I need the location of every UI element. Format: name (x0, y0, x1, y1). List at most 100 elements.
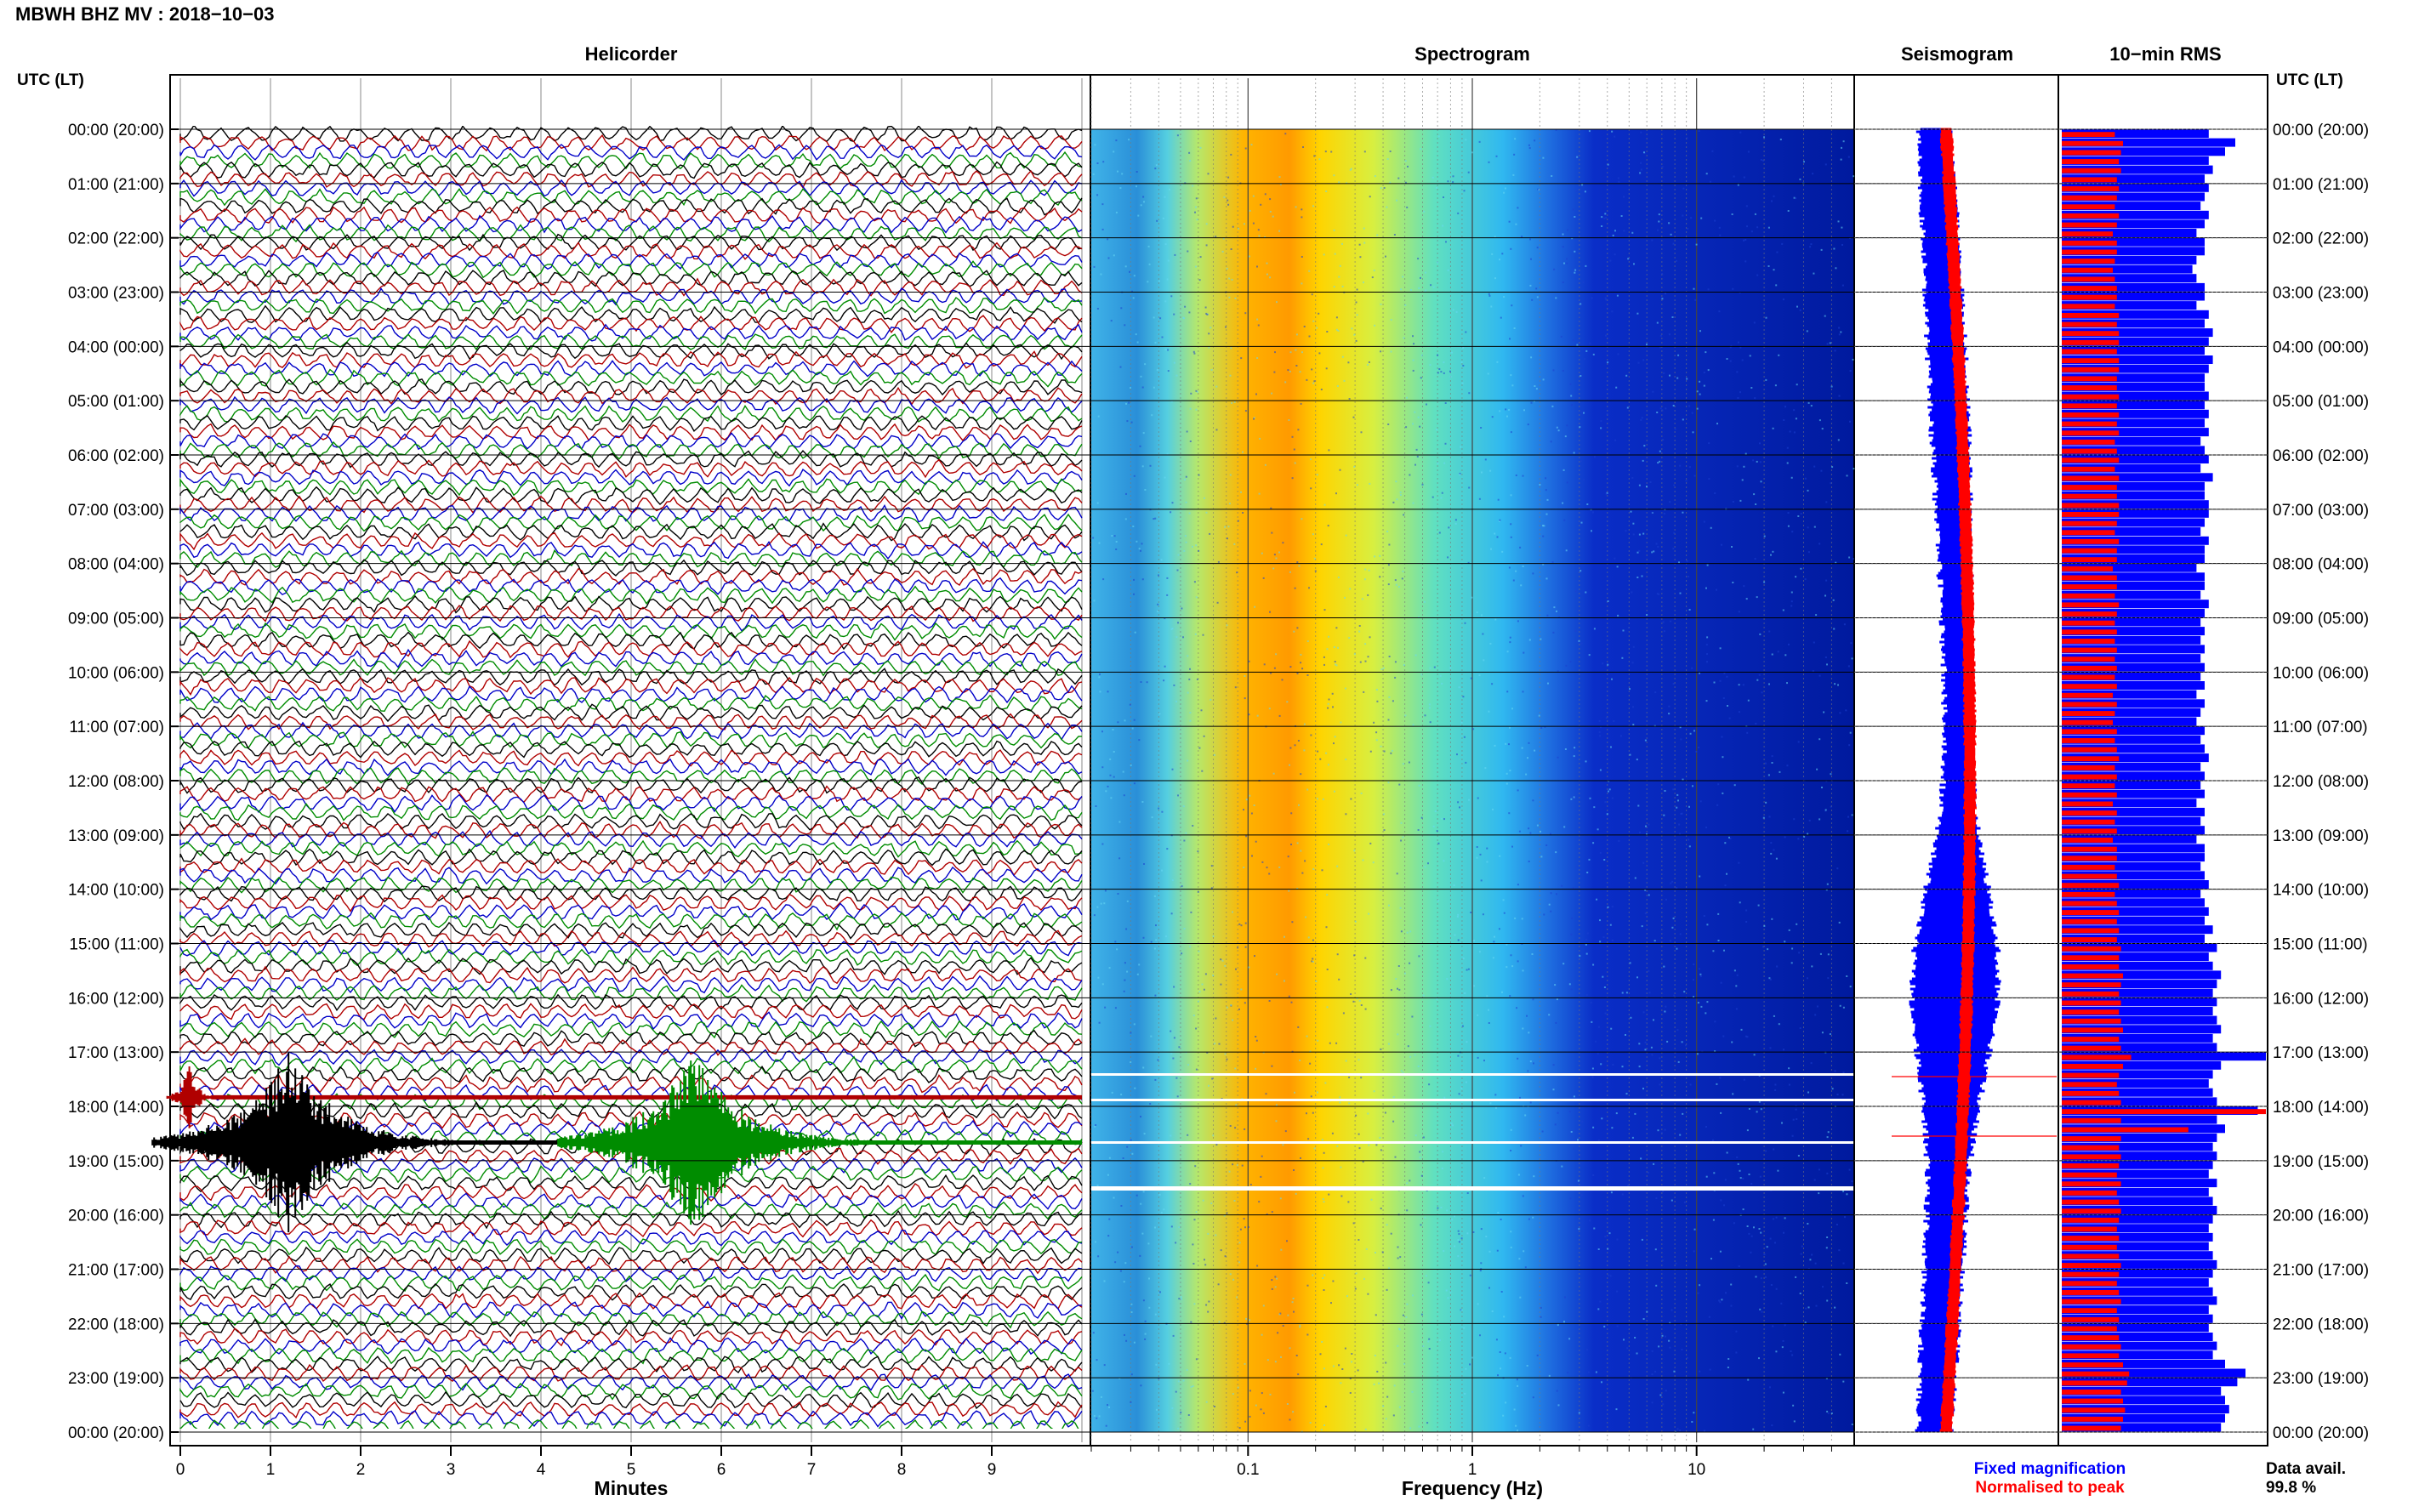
hour-label-left: 22:00 (18:00) (68, 1316, 164, 1333)
spectrogram-speckle (1130, 387, 1131, 389)
spectrogram-speckle (1768, 683, 1770, 685)
spectrogram-speckle (1578, 850, 1580, 852)
spectrogram-speckle (1496, 1249, 1499, 1252)
spectrogram-speckle (1204, 1259, 1205, 1261)
spectrogram-speckle (1494, 618, 1497, 621)
spectrogram-speckle (1637, 804, 1640, 807)
spectrogram-speckle (1338, 181, 1340, 184)
spectrogram-speckle (1726, 675, 1728, 678)
spectrogram-speckle (1733, 784, 1736, 787)
spectrogram-speckle (1465, 761, 1467, 764)
spectrogram-speckle (1683, 991, 1686, 993)
spectrogram-speckle (1229, 1125, 1232, 1127)
rms-bar-normalised (2062, 873, 2117, 879)
spectrogram-speckle (1821, 787, 1823, 788)
spectrogram-speckle (1775, 284, 1778, 287)
spectrogram-speckle (1280, 1356, 1282, 1358)
spectrogram-speckle (1178, 1046, 1181, 1049)
spectrogram-speckle (1373, 1090, 1375, 1093)
spectrogram-speckle (1406, 931, 1409, 934)
spectrogram-speckle (1347, 361, 1350, 364)
spectrogram-speckle (1205, 1304, 1208, 1306)
spectrogram-speckle (1842, 1380, 1845, 1383)
spectrogram-speckle (1806, 330, 1808, 333)
spectrogram-speckle (1506, 415, 1508, 418)
spectrogram-speckle (1819, 674, 1821, 677)
helicorder-trace (179, 1055, 1083, 1075)
spectrogram-speckle (1661, 1334, 1664, 1337)
spectrogram-speckle (1295, 333, 1298, 336)
spectrogram-speckle (1460, 1237, 1463, 1240)
spectrogram-speckle (1458, 1233, 1460, 1236)
spectrogram-speckle (1404, 714, 1407, 717)
spectrogram-speckle (1740, 1028, 1743, 1031)
spectrogram-speckle (1188, 512, 1191, 514)
spectrogram-speckle (1659, 460, 1661, 463)
rms-bar-normalised (2062, 349, 2117, 355)
spectrogram-speckle (1551, 561, 1554, 564)
spectrogram-speckle (1429, 364, 1431, 367)
spectrogram-speckle (1589, 1219, 1591, 1222)
spectrogram-speckle (1646, 344, 1648, 346)
spectrogram-speckle (1440, 497, 1443, 499)
helicorder-trace (179, 315, 1083, 334)
spectrogram-speckle (1380, 1048, 1382, 1050)
spectrogram-speckle (1843, 623, 1846, 626)
rms-bar-fixed (2062, 509, 2209, 518)
spectrogram-speckle (1511, 965, 1514, 968)
spectrogram-speckle (1440, 817, 1443, 820)
spectrogram-speckle (1692, 431, 1694, 434)
spectrogram-speckle (1607, 361, 1609, 364)
spectrogram-speckle (1680, 1323, 1682, 1326)
spectrogram-speckle (1829, 342, 1831, 344)
spectrogram-speckle (1380, 303, 1382, 305)
spectrogram-speckle (1499, 259, 1500, 261)
spectrogram-speckle (1508, 812, 1511, 815)
spectrogram-speckle (1107, 691, 1109, 693)
spectrogram-speckle (1274, 351, 1276, 354)
spectrogram-speckle (1506, 651, 1509, 653)
spectrogram-speckle (1183, 839, 1186, 842)
spectrogram-speckle (1388, 696, 1391, 698)
spectrogram-speckle (1402, 836, 1404, 838)
spectrogram-speckle (1218, 1321, 1221, 1323)
spectrogram-speckle (1249, 794, 1251, 797)
spectrogram-speckle (1350, 168, 1352, 170)
spectrogram-speckle (1337, 577, 1340, 578)
spectrogram-speckle (1357, 1059, 1360, 1061)
spectrogram-speckle (1394, 661, 1397, 663)
spectrogram-speckle (1177, 1380, 1180, 1383)
rms-bar-normalised (2062, 249, 2117, 255)
spectrogram-speckle (1783, 419, 1785, 421)
spectrogram-speckle (1201, 770, 1204, 772)
spectrogram-speckle (1221, 250, 1224, 253)
spectrogram-speckle (1448, 526, 1450, 529)
helicorder-trace (179, 1011, 1083, 1031)
spectrogram-speckle (1665, 293, 1666, 295)
spectrogram-speckle (1760, 480, 1762, 483)
rms-bar-fixed (2062, 1386, 2222, 1395)
spectrogram-speckle (1262, 1412, 1265, 1414)
helicorder-trace (179, 1209, 1083, 1230)
spectrogram-speckle (1727, 705, 1728, 707)
spectrogram-speckle (1738, 684, 1740, 686)
spectrogram-speckle (1644, 739, 1647, 742)
spectrogram-speckle (1630, 1016, 1632, 1019)
spectrogram-speckle (1255, 1404, 1257, 1407)
spectrogram-speckle (1197, 1000, 1199, 1003)
spectrogram-speckle (1184, 305, 1187, 308)
spectrogram-speckle (1457, 913, 1460, 916)
spectrogram-speckle (1513, 153, 1516, 156)
spectrogram-speckle (1151, 816, 1153, 819)
spectrogram-speckle (1648, 894, 1650, 896)
spectrogram-speckle (1420, 1224, 1422, 1226)
spectrogram-speckle (1668, 222, 1671, 225)
spectrogram-speckle (1295, 1355, 1298, 1356)
spectrogram-speckle (1733, 175, 1735, 178)
spectrogram-speckle (1345, 813, 1347, 816)
spectrogram-speckle (1400, 821, 1403, 824)
helicorder-trace (179, 740, 1083, 759)
spectrogram-speckle (1422, 1345, 1425, 1347)
spectrogram-speckle (1494, 1094, 1497, 1096)
hour-label-right: 07:00 (03:00) (2273, 502, 2369, 520)
